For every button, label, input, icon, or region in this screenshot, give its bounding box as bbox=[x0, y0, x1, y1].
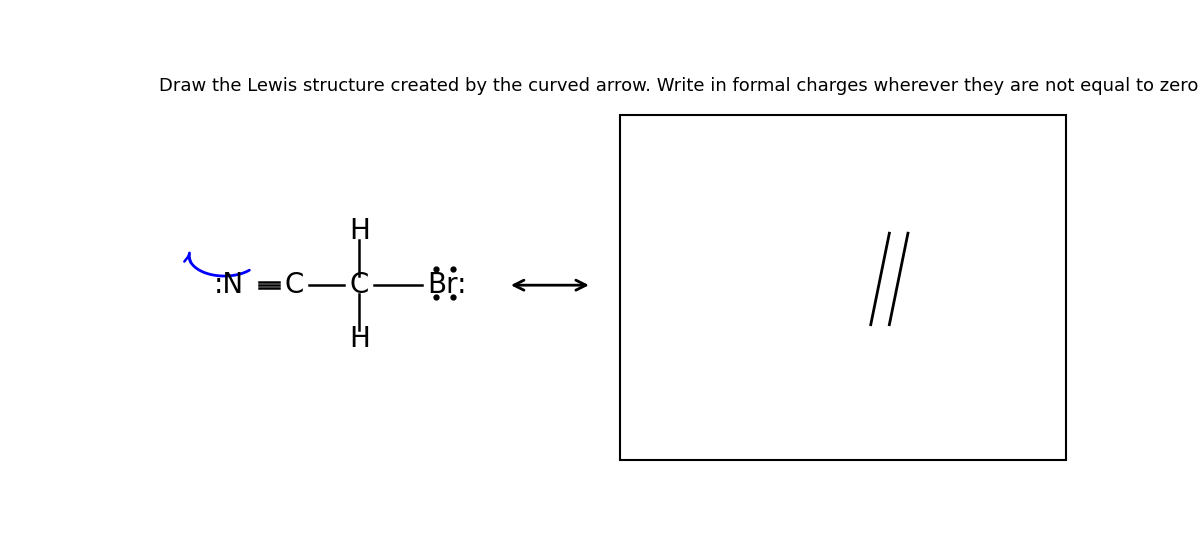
Text: Draw the Lewis structure created by the curved arrow. Write in formal charges wh: Draw the Lewis structure created by the … bbox=[160, 77, 1199, 95]
Text: Br:: Br: bbox=[427, 271, 467, 299]
Text: H: H bbox=[349, 325, 370, 353]
Polygon shape bbox=[619, 114, 1066, 460]
Text: :N: :N bbox=[214, 271, 244, 299]
Text: C: C bbox=[284, 271, 304, 299]
Text: C: C bbox=[349, 271, 368, 299]
Text: H: H bbox=[349, 217, 370, 245]
